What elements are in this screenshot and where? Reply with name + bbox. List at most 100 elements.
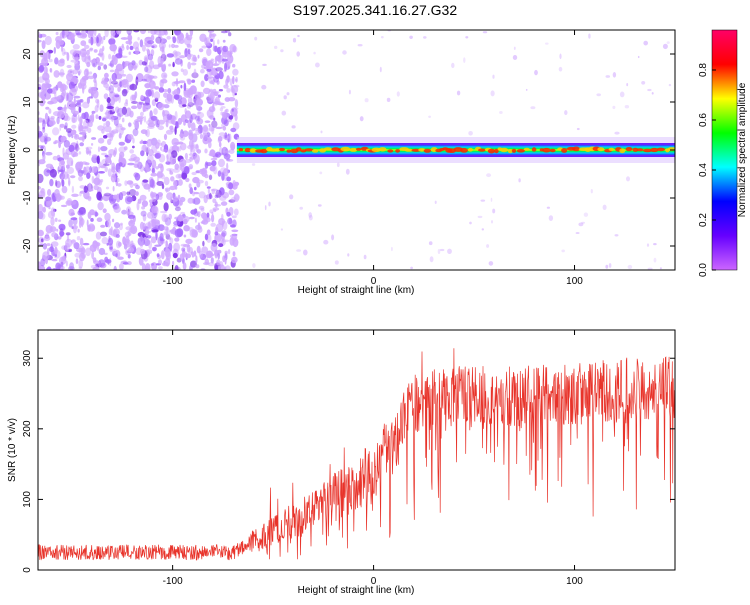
- noise-speckle: [38, 130, 43, 138]
- noise-speckle: [169, 125, 174, 131]
- noise-speckle: [202, 124, 208, 132]
- noise-speckle: [164, 30, 168, 36]
- noise-speckle: [94, 212, 99, 217]
- noise-speckle: [155, 141, 160, 149]
- noise-speckle-faint: [624, 105, 630, 109]
- noise-speckle: [215, 223, 224, 233]
- noise-speckle: [81, 134, 85, 143]
- noise-speckle: [82, 48, 87, 52]
- snr-x-tick-label: 100: [566, 576, 583, 587]
- noise-speckle: [222, 45, 229, 53]
- noise-speckle: [44, 78, 50, 85]
- noise-speckle-faint: [499, 111, 503, 114]
- noise-speckle: [128, 189, 137, 197]
- noise-speckle: [45, 151, 53, 156]
- noise-speckle: [76, 140, 79, 150]
- noise-speckle: [77, 228, 80, 233]
- noise-speckle: [115, 106, 120, 113]
- noise-speckle: [186, 34, 193, 41]
- noise-speckle: [110, 201, 113, 205]
- noise-speckle-faint: [428, 241, 433, 246]
- noise-speckle-faint: [477, 215, 483, 219]
- noise-speckle: [194, 186, 197, 191]
- noise-speckle-faint: [626, 83, 629, 87]
- noise-speckle: [159, 79, 164, 88]
- noise-speckle: [109, 246, 113, 250]
- noise-speckle: [55, 262, 61, 270]
- noise-speckle: [155, 193, 160, 201]
- noise-speckle: [204, 148, 208, 154]
- noise-speckle: [210, 257, 214, 264]
- noise-speckle: [96, 242, 101, 247]
- noise-speckle: [210, 157, 218, 161]
- noise-speckle: [233, 208, 239, 216]
- noise-speckle-faint: [608, 263, 612, 268]
- noise-speckle: [228, 32, 232, 37]
- noise-speckle: [173, 242, 181, 252]
- noise-speckle: [222, 39, 226, 43]
- noise-speckle: [96, 217, 103, 222]
- noise-speckle: [221, 111, 227, 119]
- noise-speckle: [86, 61, 91, 68]
- noise-speckle: [61, 108, 66, 112]
- noise-speckle: [179, 133, 185, 138]
- snr-frame: [37, 329, 676, 571]
- noise-speckle: [144, 146, 150, 153]
- noise-speckle: [43, 235, 51, 242]
- noise-speckle: [74, 60, 80, 67]
- signal-peak: [244, 147, 251, 153]
- noise-speckle-faint: [492, 74, 495, 79]
- noise-speckle: [127, 162, 135, 166]
- noise-speckle: [70, 239, 76, 243]
- noise-speckle: [55, 36, 62, 43]
- noise-speckle: [218, 141, 222, 148]
- noise-speckle: [229, 234, 233, 238]
- noise-speckle-faint: [439, 248, 445, 252]
- noise-speckle: [117, 86, 121, 92]
- noise-speckle: [182, 262, 187, 270]
- noise-speckle: [207, 262, 215, 267]
- noise-speckle: [106, 105, 114, 110]
- noise-speckle: [44, 199, 47, 207]
- noise-speckle-faint: [251, 163, 256, 166]
- noise-speckle: [120, 222, 123, 226]
- noise-speckle: [216, 259, 221, 266]
- noise-speckle: [226, 211, 231, 217]
- noise-speckle: [141, 44, 146, 52]
- noise-speckle: [105, 155, 112, 164]
- noise-speckle: [80, 30, 87, 36]
- noise-speckle: [61, 185, 68, 194]
- noise-speckle-faint: [546, 206, 551, 209]
- noise-speckle: [187, 53, 194, 57]
- noise-speckle: [48, 58, 53, 63]
- noise-speckle: [214, 249, 218, 259]
- noise-speckle: [70, 34, 75, 38]
- noise-speckle: [66, 233, 70, 243]
- noise-speckle: [141, 200, 148, 208]
- colorbar-tick-label: 0.2: [698, 213, 709, 227]
- noise-speckle: [129, 149, 135, 154]
- noise-speckle-faint: [451, 62, 455, 69]
- noise-speckle: [155, 166, 159, 170]
- signal-peak: [507, 149, 513, 154]
- noise-speckle: [201, 45, 208, 49]
- signal-peak: [494, 148, 499, 154]
- noise-speckle: [174, 58, 183, 65]
- noise-speckle-faint: [469, 221, 472, 225]
- noise-speckle: [161, 149, 169, 153]
- noise-speckle: [58, 72, 65, 76]
- signal-peak: [378, 147, 387, 152]
- noise-speckle: [126, 196, 134, 203]
- noise-speckle: [187, 197, 194, 204]
- noise-speckle: [160, 250, 165, 260]
- noise-speckle: [78, 259, 84, 269]
- noise-speckle: [100, 224, 106, 228]
- noise-speckle-faint: [548, 215, 554, 222]
- noise-speckle: [179, 158, 187, 167]
- spectrogram-y-tick-label: -20: [22, 238, 33, 253]
- noise-speckle: [144, 66, 149, 73]
- noise-speckle: [133, 30, 140, 33]
- noise-speckle: [198, 48, 204, 53]
- noise-speckle: [128, 220, 136, 227]
- noise-speckle: [78, 245, 85, 255]
